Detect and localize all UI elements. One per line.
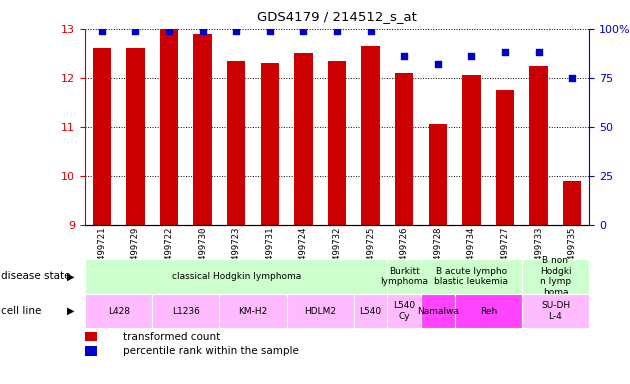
Text: GSM499734: GSM499734 — [467, 227, 476, 275]
Point — [534, 49, 544, 55]
Bar — [152, 294, 219, 328]
Point — [332, 28, 342, 34]
Text: GSM499730: GSM499730 — [198, 227, 207, 275]
Point — [500, 49, 510, 55]
Point — [130, 28, 140, 34]
Point — [97, 28, 107, 34]
Text: GSM499733: GSM499733 — [534, 227, 543, 275]
Text: cell line: cell line — [1, 306, 41, 316]
Bar — [287, 294, 354, 328]
Text: GSM499735: GSM499735 — [568, 227, 576, 275]
Text: L540
Cy: L540 Cy — [393, 301, 415, 321]
Text: GSM499721: GSM499721 — [98, 227, 106, 275]
Bar — [160, 29, 178, 225]
Text: transformed count: transformed count — [123, 332, 220, 342]
Text: SU-DH
L-4: SU-DH L-4 — [541, 301, 570, 321]
Bar — [85, 332, 97, 341]
Text: classical Hodgkin lymphoma: classical Hodgkin lymphoma — [171, 272, 301, 281]
Text: GSM499727: GSM499727 — [501, 227, 510, 275]
Bar — [563, 180, 581, 225]
Bar — [496, 90, 514, 225]
Bar — [522, 259, 589, 294]
Text: GSM499724: GSM499724 — [299, 227, 308, 275]
Bar — [421, 294, 455, 328]
Point — [164, 28, 174, 34]
Text: GSM499732: GSM499732 — [333, 227, 341, 275]
Text: GSM499723: GSM499723 — [232, 227, 241, 275]
Text: GSM499731: GSM499731 — [265, 227, 274, 275]
Bar — [261, 63, 279, 225]
Text: GDS4179 / 214512_s_at: GDS4179 / 214512_s_at — [257, 10, 417, 23]
Text: ▶: ▶ — [67, 306, 75, 316]
Text: L428: L428 — [108, 306, 130, 316]
Bar — [522, 294, 589, 328]
Text: ▶: ▶ — [67, 271, 75, 281]
Bar — [328, 61, 347, 225]
Text: HDLM2: HDLM2 — [304, 306, 336, 316]
Text: Reh: Reh — [479, 306, 497, 316]
Bar — [421, 259, 522, 294]
Bar — [529, 66, 548, 225]
Bar — [227, 61, 246, 225]
Bar — [93, 48, 111, 225]
Text: GSM499722: GSM499722 — [164, 227, 173, 275]
Point — [567, 74, 577, 81]
Point — [365, 28, 375, 34]
Point — [299, 28, 309, 34]
Text: B acute lympho
blastic leukemia: B acute lympho blastic leukemia — [435, 267, 508, 286]
Text: GSM499725: GSM499725 — [366, 227, 375, 275]
Point — [433, 61, 443, 67]
Bar — [395, 73, 413, 225]
Bar — [428, 124, 447, 225]
Bar — [85, 346, 97, 356]
Bar — [354, 294, 387, 328]
Bar — [126, 48, 145, 225]
Bar — [362, 46, 380, 225]
Point — [265, 28, 275, 34]
Point — [231, 28, 241, 34]
Text: KM-H2: KM-H2 — [238, 306, 268, 316]
Bar — [455, 294, 522, 328]
Text: Namalwa: Namalwa — [417, 306, 459, 316]
Bar — [219, 294, 287, 328]
Point — [399, 53, 410, 59]
Text: GSM499728: GSM499728 — [433, 227, 442, 275]
Point — [466, 53, 476, 59]
Text: disease state: disease state — [1, 271, 70, 281]
Text: GSM499726: GSM499726 — [400, 227, 409, 275]
Bar — [462, 75, 481, 225]
Text: GSM499729: GSM499729 — [131, 227, 140, 275]
Bar — [85, 259, 387, 294]
Text: B non
Hodgki
n lymp
homa: B non Hodgki n lymp homa — [540, 257, 571, 296]
Text: L540: L540 — [360, 306, 382, 316]
Text: percentile rank within the sample: percentile rank within the sample — [123, 346, 299, 356]
Text: Burkitt
lymphoma: Burkitt lymphoma — [381, 267, 428, 286]
Bar — [193, 34, 212, 225]
Bar — [387, 294, 421, 328]
Point — [198, 28, 208, 34]
Bar — [294, 53, 312, 225]
Text: L1236: L1236 — [172, 306, 200, 316]
Bar — [85, 294, 152, 328]
Bar — [387, 259, 421, 294]
